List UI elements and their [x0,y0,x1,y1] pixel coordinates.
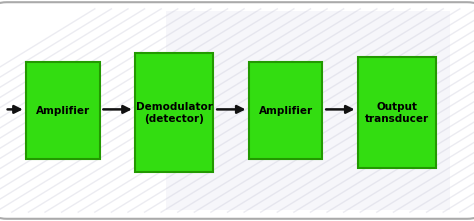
FancyBboxPatch shape [249,62,322,159]
FancyBboxPatch shape [358,57,436,168]
Text: Amplifier: Amplifier [258,105,313,116]
FancyBboxPatch shape [26,62,100,159]
Text: Amplifier: Amplifier [36,105,90,116]
FancyBboxPatch shape [135,53,213,172]
Text: Output
transducer: Output transducer [365,102,429,124]
FancyBboxPatch shape [166,11,450,210]
Text: Demodulator
(detector): Demodulator (detector) [136,102,213,124]
